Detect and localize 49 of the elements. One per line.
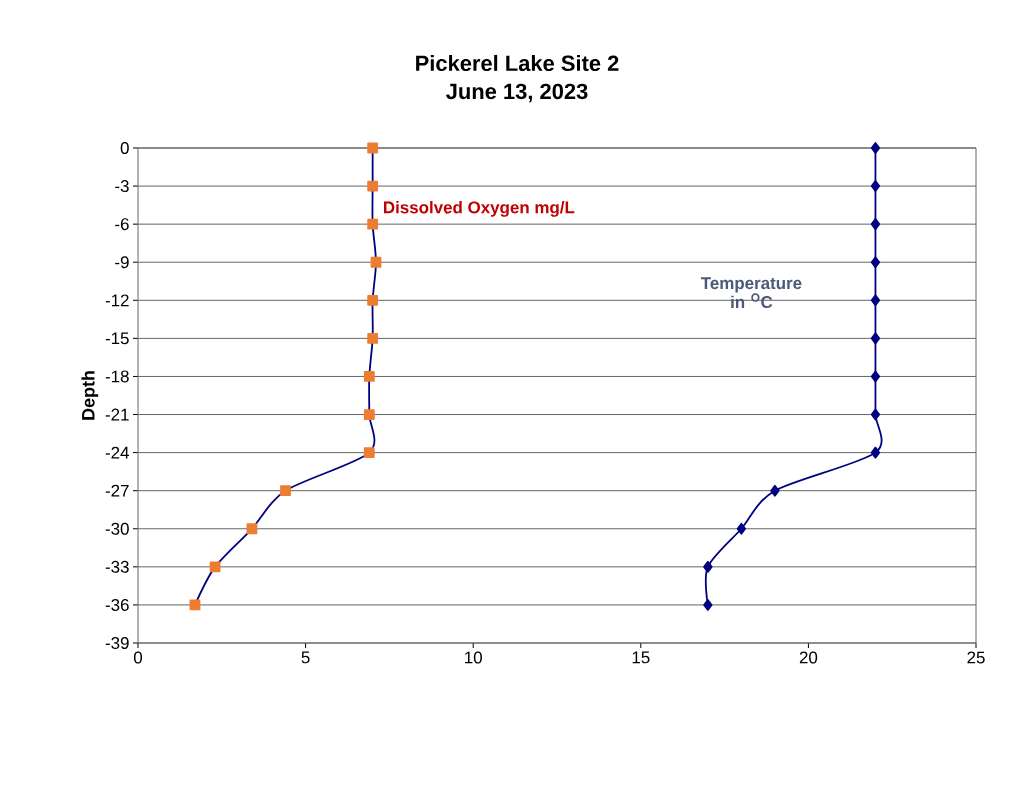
y-tick-label: 0 (120, 142, 129, 154)
point (703, 599, 713, 611)
point (363, 409, 375, 420)
x-tick-label: 5 (301, 651, 310, 664)
y-axis-title: Depth (81, 371, 99, 420)
y-tick-label: -21 (105, 408, 129, 421)
point (870, 408, 881, 421)
series-label: Dissolved Oxygen mg/L (384, 200, 575, 217)
y-tick-label: -15 (105, 332, 129, 345)
point (870, 332, 881, 345)
y-tick-label: -12 (105, 294, 129, 307)
point (870, 142, 881, 154)
y-tick-label: -27 (105, 484, 129, 497)
point (209, 561, 221, 573)
y-tick-label: -30 (105, 522, 129, 535)
y-tick-label: -36 (105, 598, 129, 611)
x-tick-label: 20 (799, 651, 818, 664)
point (770, 484, 780, 497)
point (367, 294, 379, 306)
point (870, 180, 881, 192)
point (367, 142, 379, 154)
point (870, 294, 881, 307)
x-tick-label: 0 (133, 651, 143, 664)
point (870, 446, 881, 459)
point (367, 218, 379, 230)
point (870, 370, 881, 383)
point (370, 256, 382, 268)
y-tick-label: -18 (105, 370, 129, 383)
x-tick-label: 25 (967, 651, 985, 664)
point (363, 371, 375, 382)
point (246, 523, 258, 535)
point (363, 447, 375, 459)
point (280, 485, 291, 497)
y-tick-label: -24 (105, 446, 129, 459)
y-tick-label: -9 (115, 256, 129, 269)
y-tick-label: -39 (105, 637, 129, 649)
point (367, 180, 379, 192)
point (736, 522, 747, 535)
chart-subtitle: June 13, 2023 (446, 83, 588, 103)
y-tick-label: -3 (115, 180, 129, 193)
chart-title: Pickerel Lake Site 2 (416, 54, 619, 72)
point (703, 560, 713, 573)
point (870, 256, 881, 269)
x-tick-label: 15 (632, 651, 650, 664)
x-tick-label: 10 (465, 651, 482, 664)
point (870, 218, 881, 231)
y-tick-label: -33 (105, 560, 129, 573)
y-tick-label: -6 (115, 218, 129, 231)
point (367, 332, 379, 344)
